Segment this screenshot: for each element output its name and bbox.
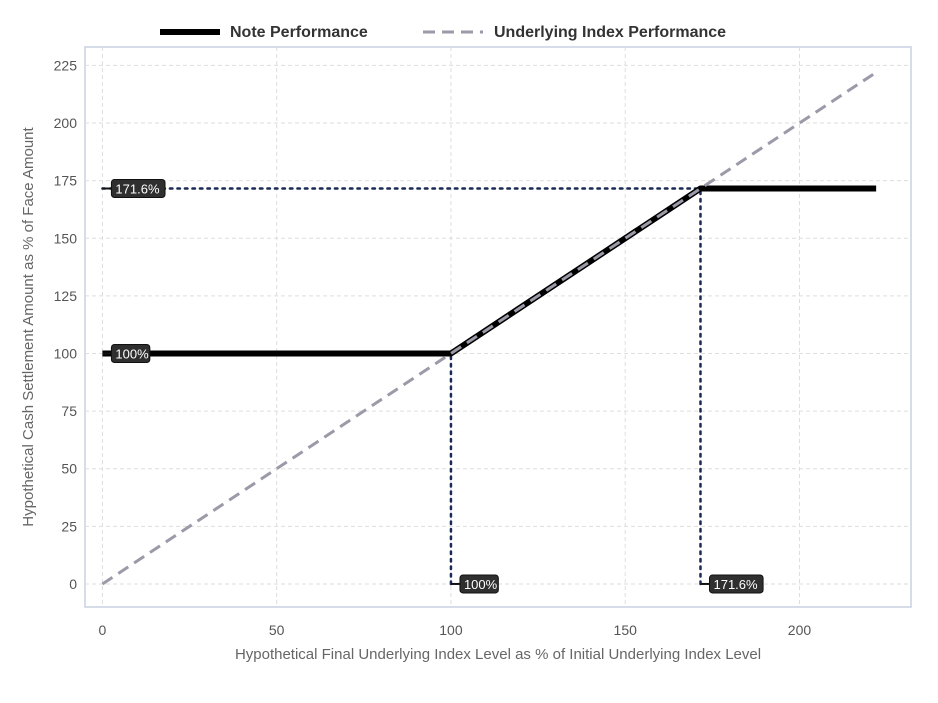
x-tick-labels: 0 50 100 150 200 bbox=[99, 622, 812, 638]
callout-label: 171.6% bbox=[115, 181, 160, 196]
callout-box bbox=[110, 344, 151, 364]
plot-area-frame bbox=[84, 46, 912, 608]
series-line-underlying-index-performance bbox=[101, 71, 877, 586]
y-tick-label: 125 bbox=[54, 288, 78, 304]
x-tick-label: 0 bbox=[99, 622, 107, 638]
callout-label: 100% bbox=[115, 347, 149, 362]
y-tick-label: 50 bbox=[61, 461, 77, 477]
x-tick-label: 150 bbox=[614, 622, 638, 638]
legend: Note Performance Underlying Index Perfor… bbox=[160, 24, 726, 41]
series-line-note-performance bbox=[102, 185, 877, 357]
callout-box bbox=[708, 574, 764, 594]
callout-label: 100% bbox=[464, 577, 498, 592]
callout-box bbox=[110, 178, 166, 198]
callout-box bbox=[459, 574, 499, 594]
y-tick-label: 225 bbox=[54, 57, 78, 73]
x-axis-title: Hypothetical Final Underlying Index Leve… bbox=[235, 646, 761, 663]
y-tick-labels: 0 25 50 75 100 125 150 175 200 225 bbox=[54, 57, 78, 592]
value-callouts: 171.6% 100% 100% 171.6% bbox=[102, 178, 764, 594]
reference-lines bbox=[101, 187, 702, 586]
value-callout: 171.6% bbox=[102, 178, 166, 198]
y-tick-label: 25 bbox=[61, 518, 77, 534]
x-tick-label: 50 bbox=[269, 622, 285, 638]
legend-label-note-performance: Note Performance bbox=[230, 24, 368, 41]
value-callout: 100% bbox=[102, 344, 151, 364]
y-tick-label: 175 bbox=[54, 173, 78, 189]
y-tick-label: 200 bbox=[54, 115, 78, 131]
y-tick-label: 150 bbox=[54, 230, 78, 246]
y-tick-label: 100 bbox=[54, 346, 78, 362]
y-axis-title: Hypothetical Cash Settlement Amount as %… bbox=[20, 126, 37, 526]
x-tick-label: 200 bbox=[788, 622, 812, 638]
series-lines bbox=[101, 71, 877, 586]
gridlines bbox=[85, 47, 911, 607]
x-tick-label: 100 bbox=[439, 622, 463, 638]
value-callout: 100% bbox=[450, 574, 499, 594]
y-tick-label: 0 bbox=[69, 576, 77, 592]
y-tick-label: 75 bbox=[61, 403, 77, 419]
callout-label: 171.6% bbox=[713, 577, 758, 592]
value-callout: 171.6% bbox=[700, 574, 764, 594]
legend-label-underlying-index-performance: Underlying Index Performance bbox=[494, 24, 726, 41]
